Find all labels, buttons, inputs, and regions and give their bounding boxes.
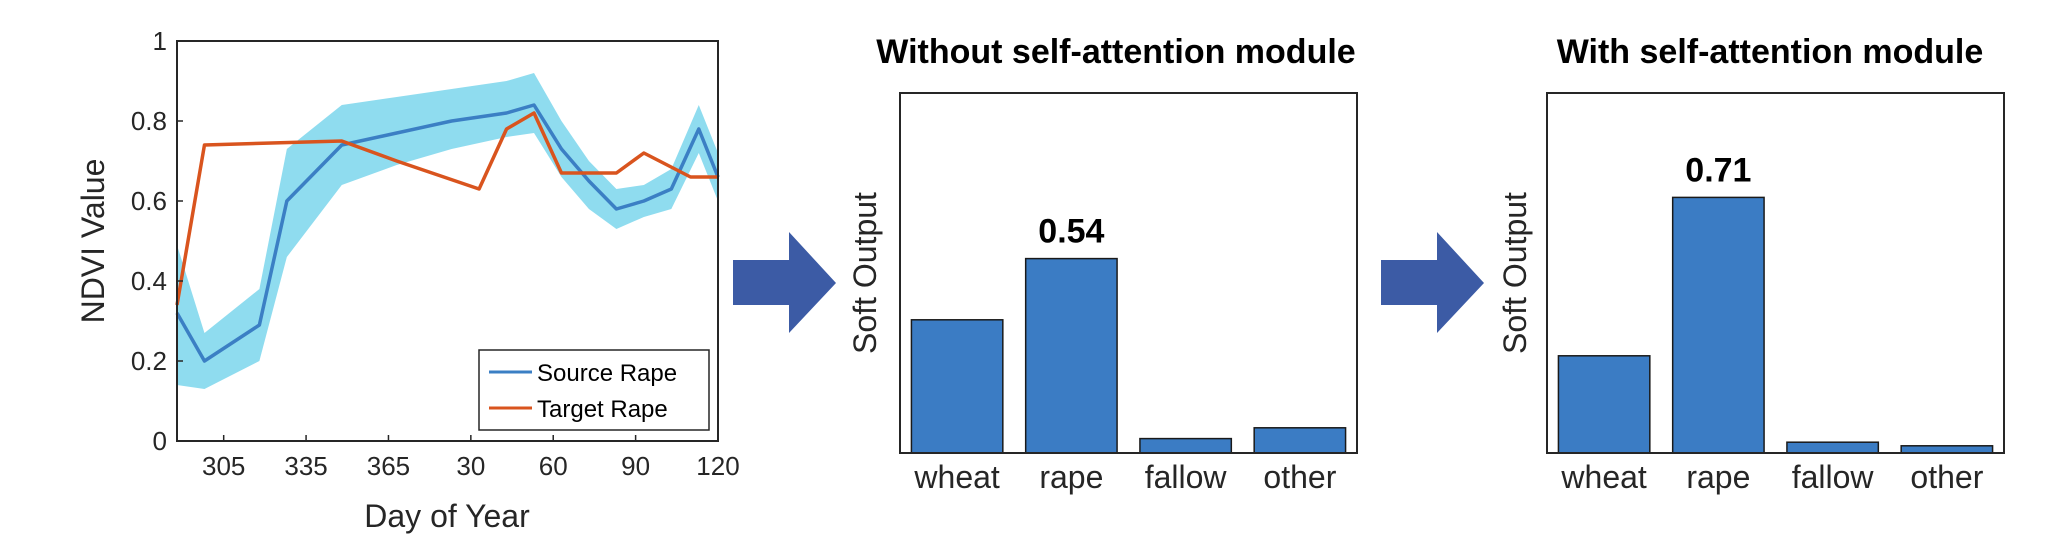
y-axis-ticks: 0 0.2 0.4 0.6 0.8 1: [131, 26, 183, 456]
legend-box: [478, 349, 710, 431]
bars: [1557, 196, 1994, 454]
x-axis-ticks: 305 335 365 30 60 90 120: [202, 435, 740, 481]
data-label: 0.71: [1685, 151, 1751, 189]
x-tick-label: 90: [621, 451, 650, 481]
data-label: 0.54: [1038, 213, 1104, 251]
bar-fallow: [1786, 441, 1880, 454]
x-tick-label: fallow: [1145, 459, 1228, 495]
x-tick-label: 120: [696, 451, 739, 481]
y-tick-label: 1: [153, 26, 167, 56]
y-axis-label: Soft Output: [1497, 192, 1533, 354]
x-tick-label: 60: [539, 451, 568, 481]
bar-other: [1253, 427, 1347, 454]
chart-title: With self-attention module: [1557, 33, 1984, 71]
y-axis-label: Soft Output: [847, 192, 883, 354]
y-tick-label: 0.8: [131, 106, 167, 136]
y-tick-label: 0: [153, 426, 167, 456]
x-axis-ticks: wheat rape fallow other: [1560, 459, 1983, 495]
x-tick-label: 365: [367, 451, 410, 481]
x-tick-label: other: [1910, 459, 1983, 495]
confidence-band: [177, 73, 718, 389]
x-tick-label: rape: [1039, 459, 1103, 495]
line-series: [175, 103, 720, 363]
arrow-right-icon: [733, 232, 836, 333]
x-tick-label: fallow: [1792, 459, 1875, 495]
legend-label-target-rape: Target Rape: [537, 396, 668, 423]
x-tick-label: wheat: [913, 459, 1000, 495]
chart-title: Without self-attention module: [876, 33, 1355, 71]
plot-frame: [1546, 92, 2005, 454]
y-tick-label: 0.4: [131, 266, 167, 296]
bars: [910, 257, 1347, 454]
x-axis-label: Day of Year: [364, 498, 530, 534]
y-tick-label: 0.6: [131, 186, 167, 216]
bar-other: [1900, 445, 1994, 454]
bar-wheat: [1557, 355, 1651, 454]
x-tick-label: other: [1263, 459, 1336, 495]
x-tick-label: rape: [1686, 459, 1750, 495]
x-tick-label: 305: [202, 451, 245, 481]
y-tick-label: 0.2: [131, 346, 167, 376]
source-rape-line: [175, 103, 720, 363]
target-rape-line: [175, 111, 718, 306]
bar-chart-with-attention: With self-attention module wheat rape fall…: [1497, 33, 2005, 495]
ndvi-line-chart: 0 0.2 0.4 0.6 0.8 1 305 335 365 30 60 90 120 Day of…: [75, 26, 740, 534]
bar-fallow: [1139, 437, 1233, 454]
bar-rape: [1024, 257, 1118, 454]
bar-wheat: [910, 319, 1004, 454]
source-rape-band: [177, 73, 718, 389]
legend: Source Rape Target Rape: [478, 349, 710, 431]
plot-frame: [899, 92, 1358, 454]
arrow-right-icon: [1381, 232, 1484, 333]
x-tick-label: 335: [284, 451, 327, 481]
data-labels: 0.71: [1685, 151, 1751, 189]
x-tick-label: 30: [456, 451, 485, 481]
data-labels: 0.54: [1038, 213, 1104, 251]
x-tick-label: wheat: [1560, 459, 1647, 495]
plot-frame: [176, 40, 719, 442]
x-axis-ticks: wheat rape fallow other: [913, 459, 1336, 495]
y-axis-label: NDVI Value: [75, 159, 111, 324]
bar-chart-without-attention: Without self-attention module wheat rape f…: [847, 33, 1358, 495]
legend-label-source-rape: Source Rape: [537, 360, 677, 387]
bar-rape: [1671, 196, 1765, 454]
